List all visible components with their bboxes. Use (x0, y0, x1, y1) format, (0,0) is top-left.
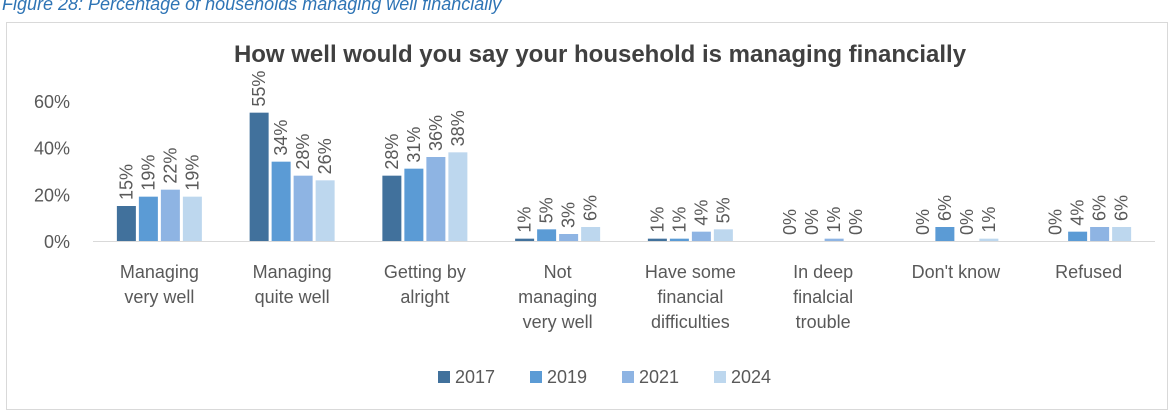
legend-label: 2024 (731, 367, 771, 387)
data-label: 1% (824, 207, 844, 233)
y-tick-label: 0% (44, 232, 70, 252)
figure-caption: Figure 28: Percentage of households mana… (2, 0, 502, 14)
bar-2019 (404, 168, 424, 241)
bar-2021 (559, 234, 579, 241)
data-label: 3% (559, 202, 579, 228)
chart-frame (6, 22, 1168, 410)
bar-2024 (182, 196, 202, 241)
legend: 2017 2019 2021 2024 (438, 367, 771, 387)
bar-2017 (249, 112, 269, 242)
data-label: 5% (713, 197, 733, 223)
bar-2024 (713, 229, 733, 241)
data-label: 19% (138, 155, 158, 191)
bar-2024 (979, 238, 999, 241)
bar-2019 (271, 161, 291, 241)
x-tick-label: Getting by alright (384, 262, 466, 307)
legend-label: 2021 (639, 367, 679, 387)
bar-2017 (515, 238, 535, 241)
data-label: 5% (537, 197, 557, 223)
bar-2017 (382, 175, 402, 241)
bar-2021 (293, 175, 313, 241)
bar-2019 (1068, 231, 1088, 241)
bar-2019 (537, 229, 557, 241)
chart-title: How well would you say your household is… (234, 41, 967, 68)
data-label: 0% (780, 209, 800, 235)
legend-swatch-2021 (622, 371, 634, 383)
data-label: 0% (1046, 209, 1066, 235)
data-label: 38% (448, 110, 468, 146)
bar-2017 (647, 238, 667, 241)
data-label: 28% (382, 134, 402, 170)
data-label: 4% (691, 200, 711, 226)
bar-2024 (1112, 227, 1132, 241)
data-label: 28% (293, 134, 313, 170)
data-label: 19% (182, 155, 202, 191)
legend-swatch-2017 (438, 371, 450, 383)
data-label: 1% (979, 207, 999, 233)
data-label: 6% (581, 195, 601, 221)
bar-2024 (581, 227, 601, 241)
data-label: 6% (935, 195, 955, 221)
data-label: 36% (426, 115, 446, 151)
x-tick-label: In deep finalcial trouble (793, 262, 853, 332)
data-label: 1% (647, 207, 667, 233)
bar-2017 (116, 206, 136, 241)
legend-swatch-2024 (714, 371, 726, 383)
x-tick-label: Have some financial difficulties (645, 262, 736, 332)
data-label: 22% (160, 148, 180, 184)
legend-label: 2017 (455, 367, 495, 387)
y-tick-label: 40% (34, 139, 70, 159)
bar-2021 (426, 157, 446, 241)
data-label: 1% (669, 207, 689, 233)
bar-2019 (138, 196, 158, 241)
bar-2019 (669, 238, 689, 241)
legend-swatch-2019 (530, 371, 542, 383)
y-axis: 0% 20% 40% 60% (34, 92, 70, 252)
data-label: 26% (315, 138, 335, 174)
bar-2021 (824, 238, 844, 241)
data-label: 6% (1112, 195, 1132, 221)
data-label: 4% (1068, 200, 1088, 226)
data-label: 0% (957, 209, 977, 235)
x-tick-label: Not managing very well (518, 262, 597, 332)
bars (116, 112, 1132, 242)
bar-2021 (1090, 227, 1110, 241)
data-label: 0% (846, 209, 866, 235)
x-axis: Managing very well Managing quite well Getti… (93, 241, 1155, 332)
data-label: 34% (271, 120, 291, 156)
bar-2021 (691, 231, 711, 241)
legend-label: 2019 (547, 367, 587, 387)
x-tick-label: Managing quite well (253, 262, 332, 307)
data-label: 0% (802, 209, 822, 235)
data-label: 31% (404, 127, 424, 163)
bar-2021 (160, 189, 180, 241)
data-label: 1% (515, 207, 535, 233)
data-label: 55% (249, 71, 269, 107)
x-tick-label: Refused (1055, 262, 1122, 282)
bar-2024 (448, 152, 468, 241)
data-label: 0% (913, 209, 933, 235)
x-tick-label: Managing very well (120, 262, 199, 307)
data-labels: 15%55%28%1% 1% 0% 0% 0%19%34% 31%5% 1% 0%6% 4%22… (116, 71, 1131, 235)
x-tick-label: Don't know (912, 262, 1001, 282)
data-label: 6% (1090, 195, 1110, 221)
y-tick-label: 20% (34, 185, 70, 205)
data-label: 15% (116, 164, 136, 200)
bar-2024 (315, 180, 335, 241)
bar-2019 (935, 227, 955, 241)
y-tick-label: 60% (34, 92, 70, 112)
